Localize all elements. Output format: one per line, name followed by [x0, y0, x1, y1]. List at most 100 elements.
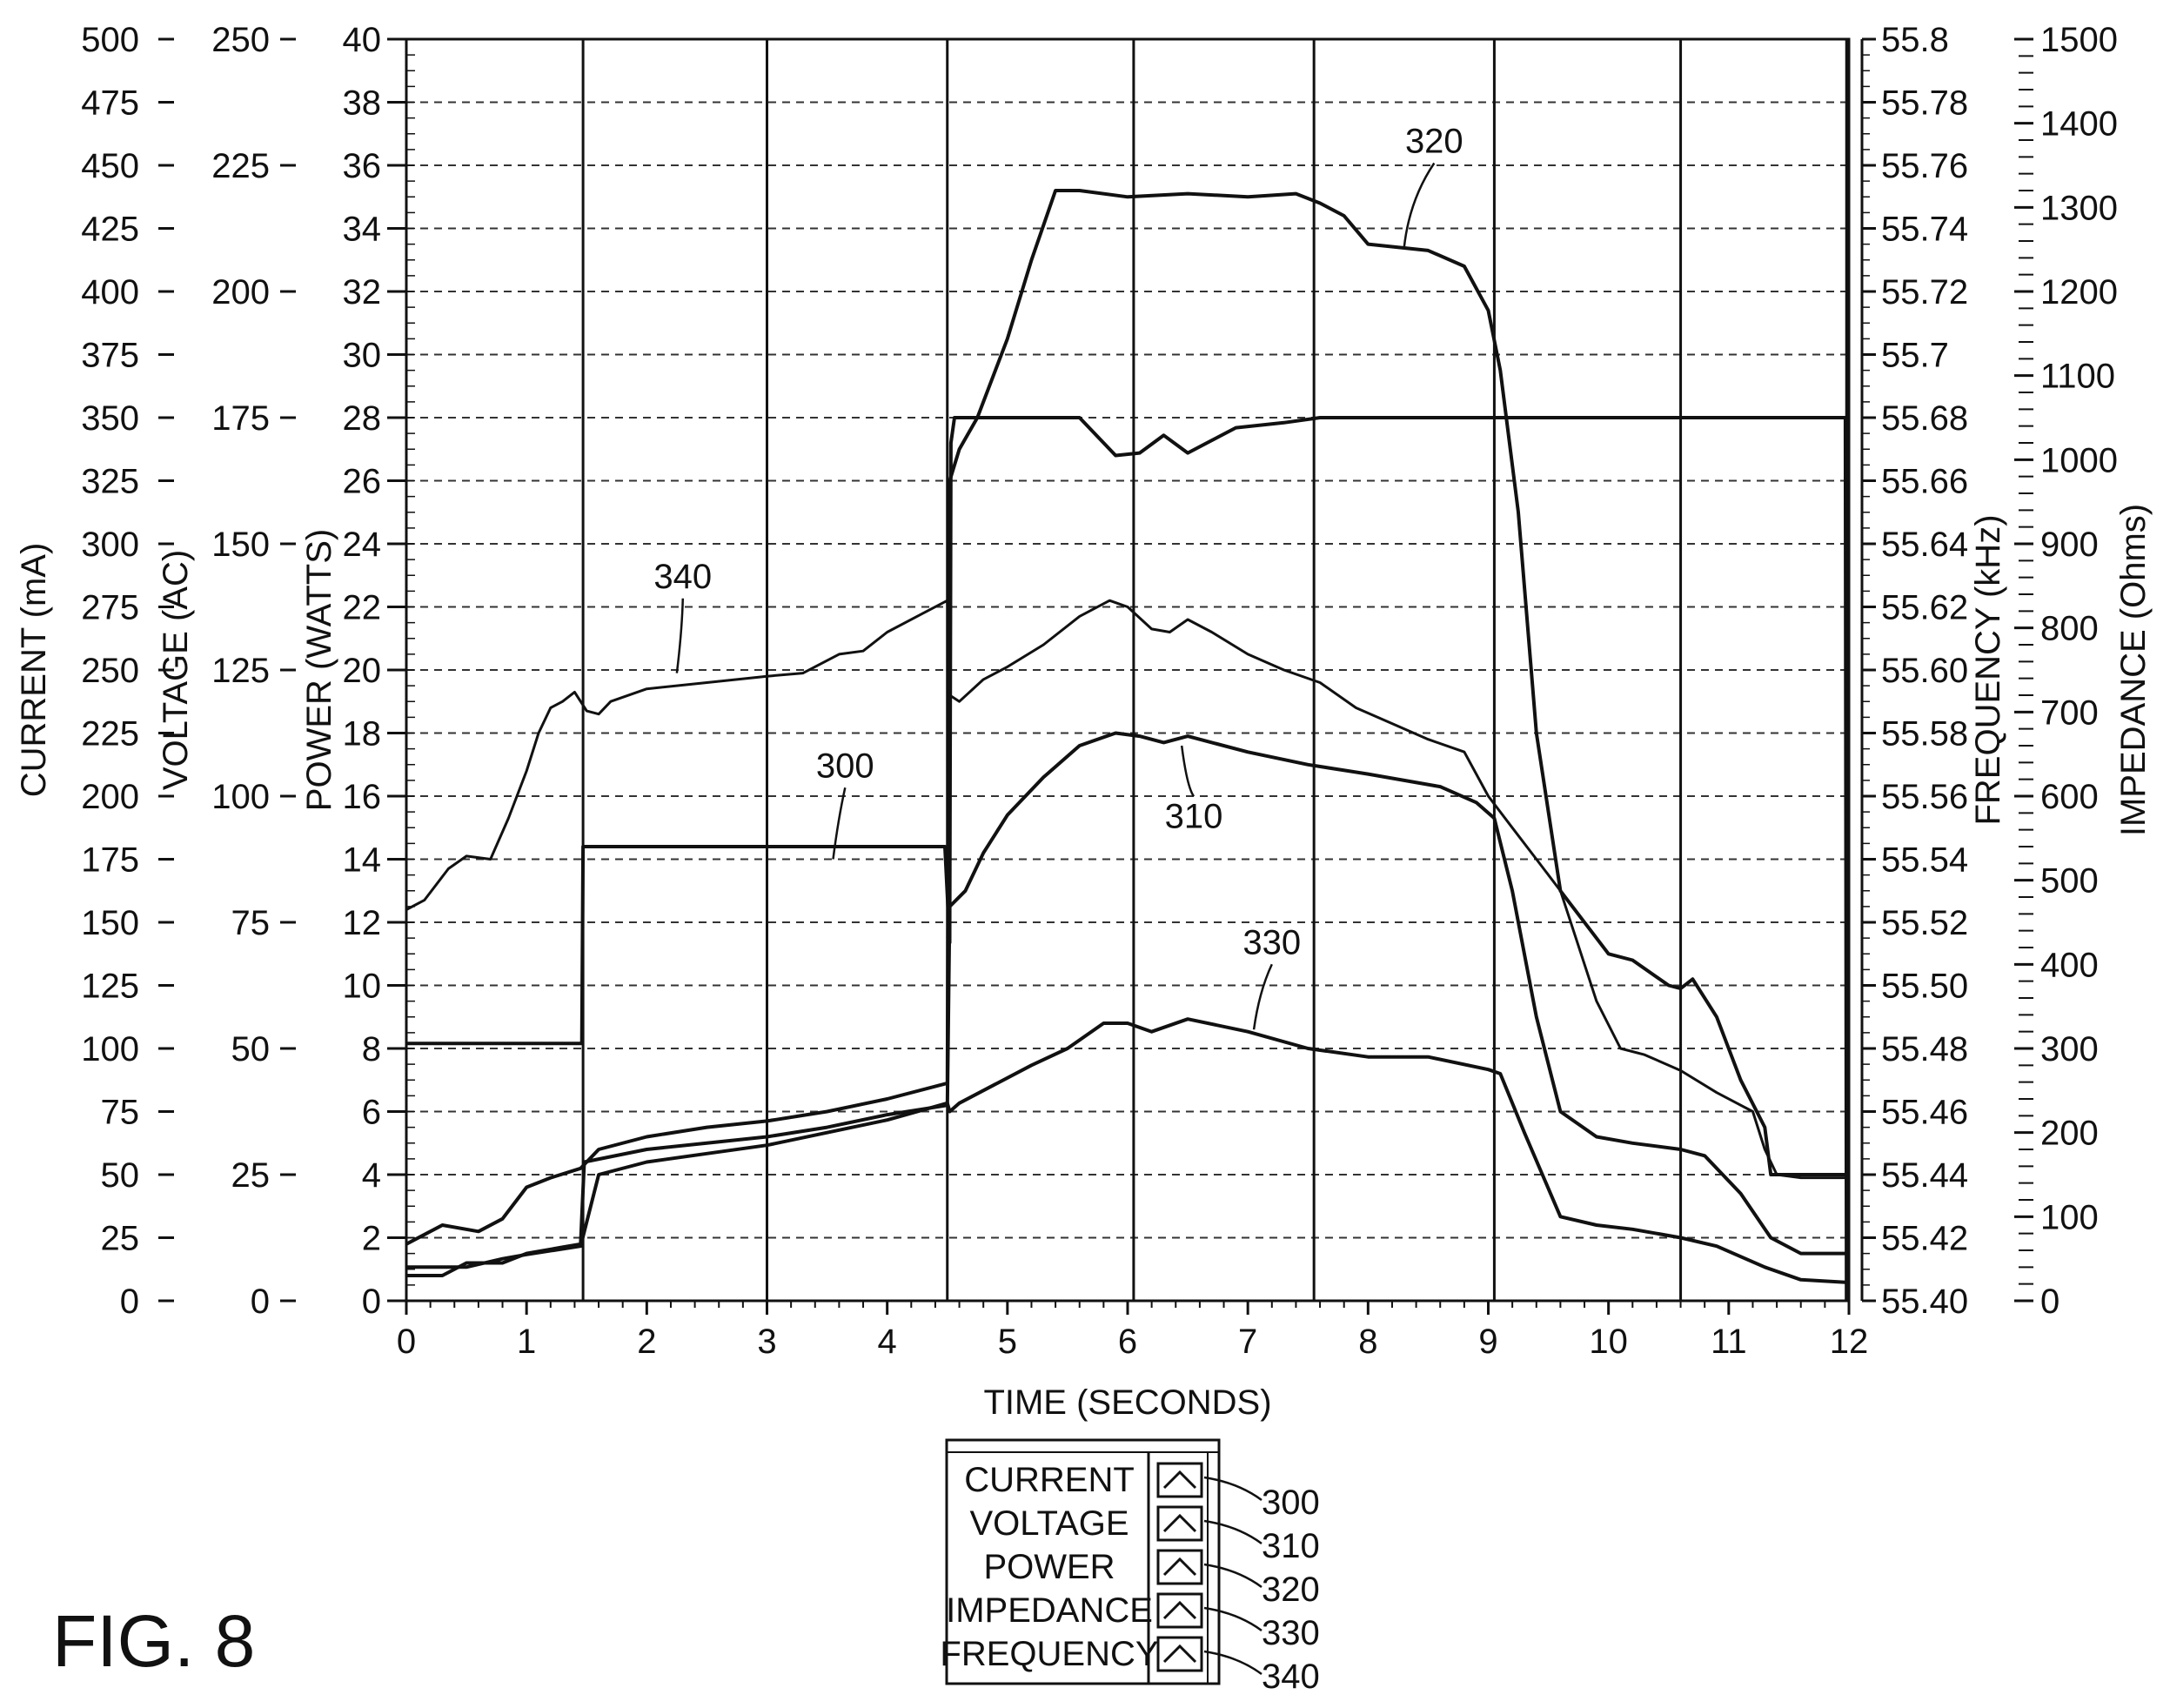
power-tick-label: 22 [343, 589, 382, 627]
annotation-label-330: 330 [1242, 923, 1301, 961]
current-tick-label: 150 [81, 904, 139, 942]
current-tick-label: 125 [81, 968, 139, 1006]
impedance-tick-label: 300 [2040, 1030, 2099, 1068]
legend-chevron-icon [1162, 1557, 1197, 1577]
legend-leader [1203, 1563, 1262, 1589]
power-tick-label: 10 [343, 968, 382, 1006]
current-tick-label: 450 [81, 147, 139, 185]
legend: CURRENT 300 VOLTAGE 310 POWER 320 IMPEDANCE 330… [940, 1438, 1320, 1696]
power-tick-label: 28 [343, 399, 382, 438]
impedance-tick-label: 1100 [2040, 358, 2115, 396]
voltage-tick-label: 200 [211, 273, 270, 311]
current-tick-label: 175 [81, 841, 139, 880]
series-power-line [405, 189, 1845, 1246]
voltage-tick-label: 150 [211, 526, 270, 564]
impedance-tick-label: 1400 [2040, 105, 2118, 144]
voltage-tick-label: 75 [231, 904, 271, 942]
power-tick-label: 6 [362, 1094, 381, 1132]
power-tick-label: 0 [362, 1283, 381, 1321]
current-tick-label: 225 [81, 715, 139, 754]
power-tick-label: 30 [343, 337, 382, 375]
impedance-tick-label: 500 [2040, 862, 2099, 901]
frequency-tick-label: 55.72 [1881, 273, 1968, 311]
voltage-tick-label: 100 [211, 778, 270, 816]
impedance-tick-label: 1300 [2040, 189, 2118, 227]
series-annotations: 300 310 320 330 340 [653, 123, 1463, 1030]
x-tick-label: 10 [1589, 1323, 1628, 1361]
current-tick-label: 25 [101, 1220, 140, 1258]
frequency-tick-label: 55.7 [1881, 337, 1949, 375]
legend-label-voltage: VOLTAGE [969, 1504, 1129, 1543]
voltage-tick-label: 50 [231, 1030, 271, 1068]
legend-leader [1203, 1650, 1262, 1676]
current-tick-label: 75 [101, 1094, 140, 1132]
current-tick-label: 0 [120, 1283, 139, 1321]
current-tick-label: 50 [101, 1156, 140, 1195]
annotation-label-340: 340 [653, 558, 712, 596]
voltage-tick-label: 0 [251, 1283, 270, 1321]
legend-label-current: CURRENT [964, 1461, 1135, 1499]
x-tick-label: 0 [397, 1323, 416, 1361]
power-tick-label: 20 [343, 652, 382, 690]
annotation-leader-310 [1180, 745, 1196, 797]
series-frequency-line [405, 599, 1845, 1180]
power-axis-label: POWER (WATTS) [300, 529, 338, 811]
annotation-leader-340 [675, 598, 685, 673]
voltage-tick-label: 250 [211, 21, 270, 59]
x-tick-label: 12 [1830, 1323, 1869, 1361]
legend-chevron-icon [1162, 1513, 1197, 1533]
voltage-tick-label: 175 [211, 399, 270, 438]
current-tick-label: 400 [81, 273, 139, 311]
series-voltage-line [406, 731, 1845, 1277]
voltage-tick-label: 225 [211, 147, 270, 185]
frequency-tick-label: 55.46 [1881, 1094, 1968, 1132]
voltage-tick-label: 25 [231, 1156, 271, 1195]
legend-chevron-icon [1162, 1470, 1197, 1490]
legend-ref-300: 300 [1262, 1484, 1320, 1522]
annotation-leader-330 [1252, 963, 1273, 1030]
frequency-tick-label: 55.44 [1881, 1156, 1968, 1195]
legend-leader [1203, 1606, 1262, 1632]
power-tick-label: 16 [343, 778, 382, 816]
impedance-tick-label: 600 [2040, 778, 2099, 816]
impedance-tick-label: 1000 [2040, 441, 2118, 479]
current-tick-label: 275 [81, 589, 139, 627]
legend-chevron-icon [1162, 1600, 1197, 1620]
frequency-tick-label: 55.66 [1881, 463, 1968, 501]
power-tick-label: 40 [343, 21, 382, 59]
power-tick-label: 18 [343, 715, 382, 754]
frequency-tick-label: 55.40 [1881, 1283, 1968, 1321]
legend-leader [1203, 1476, 1262, 1502]
current-tick-label: 375 [81, 337, 139, 375]
annotation-label-320: 320 [1405, 123, 1463, 161]
power-tick-label: 4 [362, 1156, 381, 1195]
current-tick-label: 100 [81, 1030, 139, 1068]
x-tick-label: 7 [1238, 1323, 1257, 1361]
legend-label-power: POWER [983, 1548, 1115, 1586]
series-current-line [406, 416, 1849, 1302]
current-tick-label: 350 [81, 399, 139, 438]
x-tick-label: 9 [1478, 1323, 1497, 1361]
legend-ref-340: 340 [1262, 1658, 1320, 1696]
current-tick-label: 250 [81, 652, 139, 690]
legend-ref-310: 310 [1262, 1527, 1320, 1565]
annotation-label-310: 310 [1165, 797, 1223, 835]
impedance-tick-label: 900 [2040, 526, 2099, 564]
voltage-tick-label: 125 [211, 652, 270, 690]
x-tick-label: 4 [878, 1323, 897, 1361]
power-tick-label: 14 [343, 841, 382, 880]
frequency-tick-label: 55.50 [1881, 968, 1968, 1006]
power-tick-label: 32 [343, 273, 382, 311]
impedance-tick-label: 700 [2040, 693, 2099, 732]
frequency-tick-label: 55.76 [1881, 147, 1968, 185]
frequency-tick-label: 55.8 [1881, 21, 1949, 59]
current-tick-label: 500 [81, 21, 139, 59]
legend-swatch [1156, 1592, 1203, 1629]
x-tick-label: 1 [517, 1323, 536, 1361]
power-tick-label: 24 [343, 526, 382, 564]
current-tick-label: 200 [81, 778, 139, 816]
current-tick-label: 425 [81, 211, 139, 249]
frequency-tick-label: 55.48 [1881, 1030, 1968, 1068]
